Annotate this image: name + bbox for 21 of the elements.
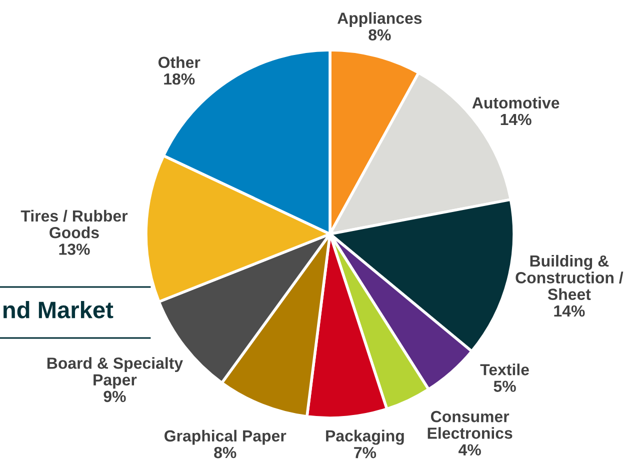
data-label: 14%: [554, 305, 585, 317]
slice-label: Other: [158, 56, 200, 68]
slice-label: Appliances: [337, 12, 422, 28]
data-label: 8%: [368, 29, 391, 41]
slice-label: Graphical Paper: [164, 430, 286, 445]
data-label: 4%: [458, 444, 481, 456]
slice-label: Automotive: [472, 96, 560, 109]
data-label: 9%: [104, 390, 126, 402]
slice-label: Packaging: [326, 430, 404, 445]
text: nd Market: [3, 300, 114, 318]
slice-label: Consumer Electronics: [428, 410, 512, 439]
slice-label: Tires / Rubber Goods: [20, 210, 128, 238]
data-label: 13%: [59, 244, 90, 255]
data-label: 18%: [164, 73, 195, 85]
data-label: 14%: [500, 114, 532, 126]
slice-label: Textile: [480, 364, 529, 376]
slice-label: Board & Specialty Paper: [47, 357, 183, 389]
slice-label: Building & Construction / Sheet: [516, 254, 624, 300]
data-label: 7%: [354, 446, 376, 458]
data-label: 8%: [214, 446, 236, 458]
data-label: 5%: [494, 380, 516, 392]
